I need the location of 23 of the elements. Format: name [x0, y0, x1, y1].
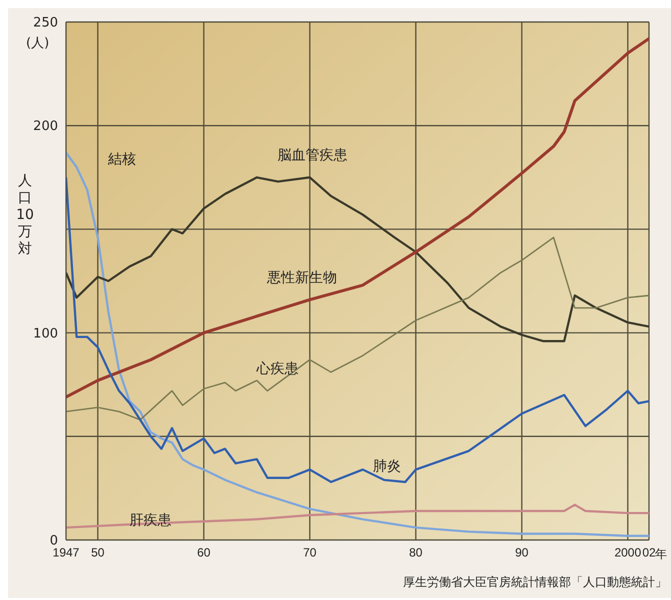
series-label: 肝疾患 [129, 512, 172, 528]
x-axis-title: 年 [655, 546, 667, 563]
line-series [66, 504, 649, 529]
x-tick-label: 02 [642, 546, 656, 560]
line-series [66, 236, 649, 421]
x-tick-label: 80 [409, 546, 423, 560]
y-axis-title: 人口10万対 [15, 173, 35, 258]
y-tick-label: 200 [33, 119, 58, 134]
x-tick-label: 70 [303, 546, 317, 560]
text: 厚生労働省大臣官房統計情報部「人口動態統計」 [403, 574, 667, 591]
x-tick-label: 2000 [614, 546, 642, 560]
series-label: 心疾患 [256, 360, 298, 377]
line-series [66, 176, 649, 342]
line-series [66, 37, 649, 399]
series-label: 肺炎 [373, 458, 402, 474]
y-tick-label: 250 [33, 16, 58, 31]
y-tick-label: 100 [33, 326, 58, 342]
text: (人) [26, 35, 50, 52]
x-tick-label: 90 [515, 546, 529, 560]
line-series [66, 176, 649, 484]
x-tick-label: 60 [197, 546, 211, 560]
text: 結核 [107, 152, 136, 168]
x-tick-label: 50 [91, 546, 105, 560]
